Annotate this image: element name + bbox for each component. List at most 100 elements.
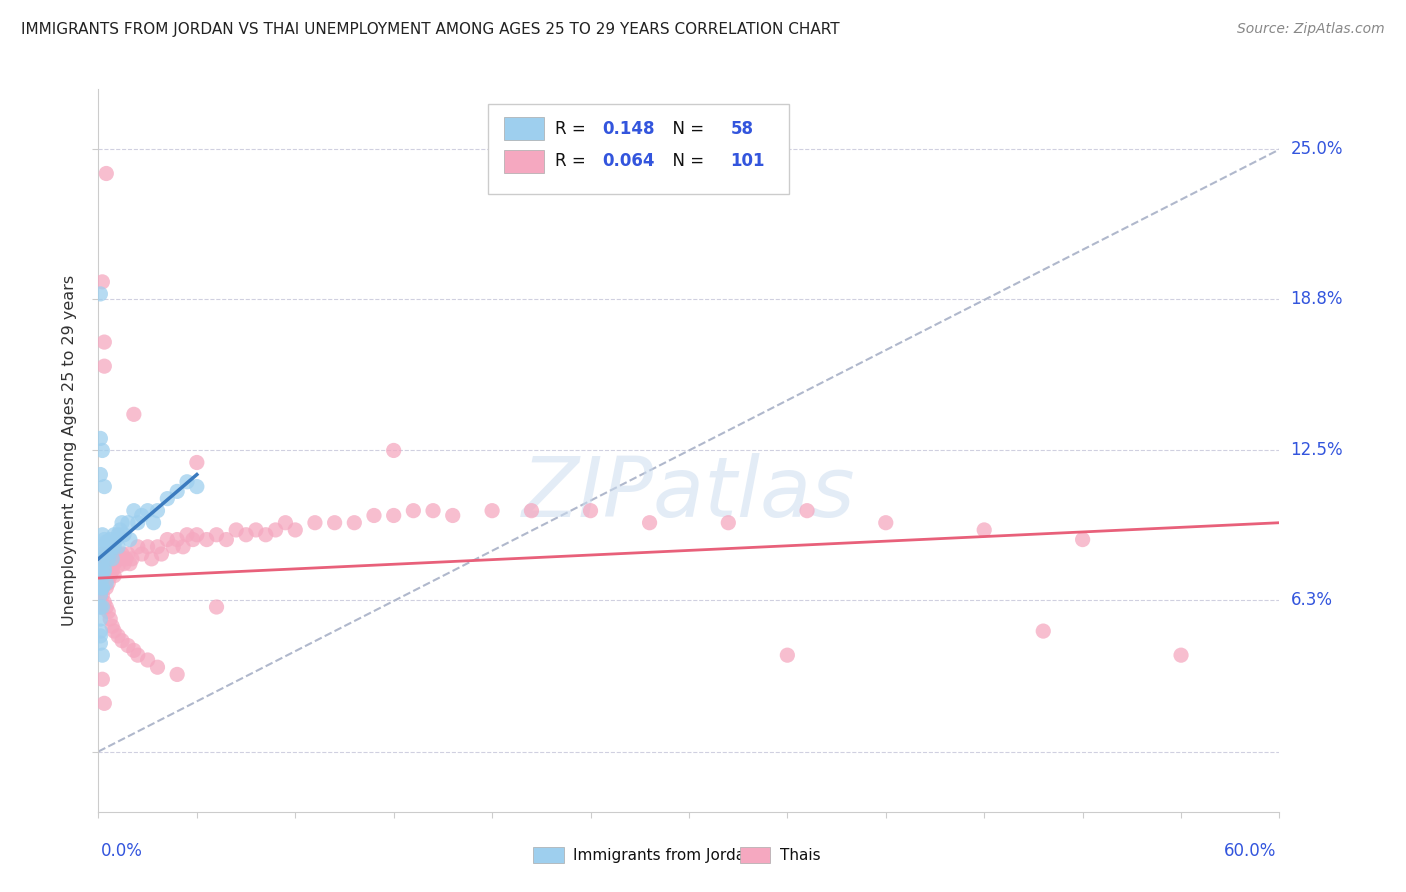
Point [1071, 533, 1094, 547]
Point [117, 516, 139, 530]
Point [91, 648, 114, 662]
Point [98, 533, 121, 547]
Point [136, 503, 159, 517]
Point [156, 491, 179, 506]
Point [274, 516, 297, 530]
Point [97, 551, 120, 566]
Text: 12.5%: 12.5% [1291, 442, 1343, 459]
Point [111, 633, 134, 648]
Point [195, 533, 218, 547]
Point [91, 443, 114, 458]
Point [146, 540, 169, 554]
Point [131, 508, 153, 523]
FancyBboxPatch shape [503, 150, 544, 173]
Text: 6.3%: 6.3% [1291, 591, 1333, 608]
Point [91, 551, 114, 566]
Point [96, 535, 118, 549]
Point [105, 533, 128, 547]
Point [146, 660, 169, 674]
Point [304, 516, 326, 530]
Point [101, 551, 124, 566]
Point [176, 475, 198, 489]
Point [91, 581, 114, 595]
Point [108, 523, 131, 537]
Point [89, 636, 111, 650]
Point [441, 508, 464, 523]
Point [93, 533, 115, 547]
Point [91, 564, 114, 578]
Point [91, 547, 114, 561]
FancyBboxPatch shape [503, 118, 544, 141]
Point [96, 568, 118, 582]
Point [91, 540, 114, 554]
Point [172, 540, 194, 554]
Point [89, 588, 111, 602]
Text: Thais: Thais [780, 847, 821, 863]
Text: 0.148: 0.148 [603, 120, 655, 138]
Point [93, 359, 115, 373]
Point [96, 576, 118, 591]
Point [127, 540, 149, 554]
Text: 58: 58 [730, 120, 754, 138]
Text: N =: N = [662, 153, 709, 170]
Point [93, 551, 115, 566]
Point [91, 557, 114, 571]
Text: N =: N = [662, 120, 709, 138]
Point [136, 653, 159, 667]
Point [91, 600, 114, 615]
Point [97, 551, 120, 566]
FancyBboxPatch shape [488, 103, 789, 194]
Point [89, 624, 111, 639]
Point [117, 547, 139, 561]
Point [103, 557, 125, 571]
Point [91, 528, 114, 542]
Point [91, 571, 114, 585]
Point [717, 516, 740, 530]
Point [122, 503, 145, 517]
Point [89, 600, 111, 615]
Point [108, 551, 131, 566]
Point [481, 503, 503, 517]
Y-axis label: Unemployment Among Ages 25 to 29 years: Unemployment Among Ages 25 to 29 years [62, 275, 77, 626]
Point [107, 547, 129, 561]
Point [93, 696, 115, 710]
Point [103, 568, 125, 582]
Point [225, 523, 247, 537]
Point [89, 557, 111, 571]
Point [142, 516, 165, 530]
Point [89, 629, 111, 643]
Text: Immigrants from Jordan: Immigrants from Jordan [574, 847, 755, 863]
Point [875, 516, 897, 530]
Point [181, 533, 204, 547]
Point [93, 576, 115, 591]
Text: R =: R = [555, 120, 592, 138]
Point [141, 551, 163, 566]
Point [96, 581, 118, 595]
Point [93, 547, 115, 561]
Point [97, 564, 120, 578]
Point [127, 516, 149, 530]
Point [97, 605, 120, 619]
Point [343, 516, 366, 530]
Point [118, 533, 141, 547]
Point [93, 564, 115, 578]
Point [122, 407, 145, 421]
Point [796, 503, 818, 517]
Point [107, 528, 129, 542]
Point [162, 540, 184, 554]
Text: 60.0%: 60.0% [1225, 842, 1277, 860]
Point [150, 547, 173, 561]
Point [89, 467, 111, 482]
Text: 18.8%: 18.8% [1291, 290, 1343, 308]
Point [115, 551, 138, 566]
Point [89, 588, 111, 602]
Point [93, 564, 115, 578]
Point [107, 559, 129, 574]
Point [89, 568, 111, 582]
Point [89, 576, 111, 591]
Point [91, 275, 114, 289]
Point [98, 612, 121, 626]
Text: ZIPatlas: ZIPatlas [522, 453, 856, 534]
Point [205, 600, 228, 615]
Point [166, 484, 188, 499]
